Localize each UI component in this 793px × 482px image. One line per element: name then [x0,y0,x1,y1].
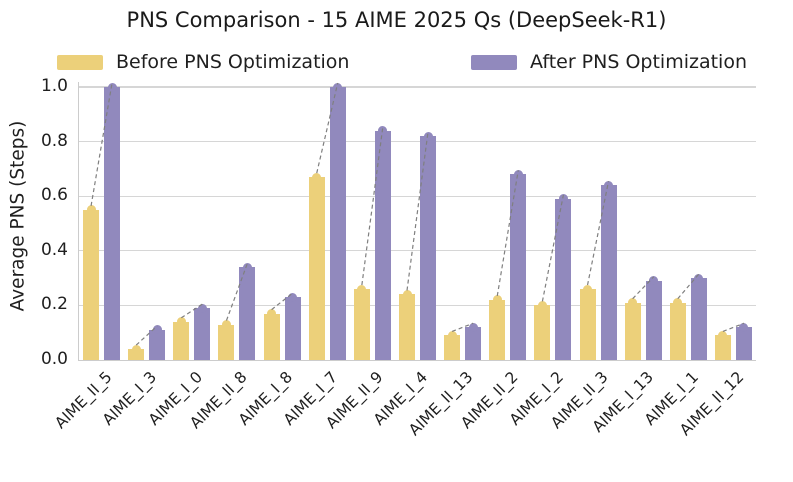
bar-after-AIME_I_1 [690,273,707,360]
bar-after-AIME_I_8 [284,292,301,360]
legend-item-after: After PNS Optimization [471,51,747,73]
bar-top-marker [604,180,614,190]
bar-before-AIME_I_7 [308,172,325,360]
bar-before-AIME_I_13 [624,298,641,360]
y-tick-label: 0.4 [40,239,68,260]
legend: Before PNS Optimization After PNS Optimi… [57,51,747,73]
gridline [79,250,756,252]
connector-lines [90,82,745,346]
connector-AIME_I_7 [316,82,339,174]
gridline [79,195,756,197]
connector-AIME_II_2 [496,170,519,297]
bar-top-marker [628,298,638,308]
connector-AIME_II_12 [722,322,745,332]
legend-label-after: After PNS Optimization [530,51,747,73]
connector-AIME_I_1 [677,273,700,300]
connector-AIME_I_4 [406,132,429,291]
connector-AIME_II_3 [586,181,610,286]
bar-before-AIME_I_8 [263,309,280,360]
bar-top-marker [242,262,252,272]
y-tick-label: 0.0 [40,349,68,369]
bar-before-AIME_I_1 [669,298,686,360]
connector-AIME_I_8 [271,292,293,311]
bar-before-AIME_I_4 [399,289,415,360]
connector-AIME_I_3 [135,325,158,346]
gridline [79,304,756,307]
bar-top-marker [468,322,478,332]
bar-after-AIME_I_0 [194,303,211,360]
plot-area [78,82,756,361]
connector-AIME_II_9 [361,126,384,286]
bar-top-marker [312,172,322,182]
bar-before-AIME_II_2 [489,295,506,360]
chart-title: PNS Comparison - 15 AIME 2025 Qs (DeepSe… [126,8,667,32]
bar-after-AIME_II_3 [600,180,617,360]
gridline [79,86,756,88]
legend-item-before: Before PNS Optimization [57,51,349,73]
bar-before-AIME_I_3 [128,344,145,360]
bar-top-marker [583,284,593,294]
bar-top-marker [267,309,277,319]
bar-top-marker [86,205,96,215]
bar-top-marker [333,82,343,92]
bar-before-AIME_II_5 [83,205,100,360]
bar-top-marker [694,273,704,283]
connector-AIME_II_5 [90,82,113,206]
bar-top-marker [673,298,683,308]
connector-AIME_I_13 [632,276,655,300]
bar-top-marker [152,325,162,335]
gridline [79,140,756,143]
bar-before-AIME_II_13 [444,330,461,360]
bar-top-marker [221,320,231,330]
legend-swatch-before [57,54,103,70]
legend-swatch-after [471,54,518,70]
legend-label-before: Before PNS Optimization [116,51,350,73]
bar-top-marker [537,300,547,310]
bar-top-marker [718,330,728,340]
bar-top-marker [492,295,502,305]
bar-after-AIME_I_2 [555,194,572,360]
bar-after-AIME_II_12 [735,322,752,360]
connector-AIME_I_0 [181,303,203,319]
y-tick-label: 0.8 [40,130,68,151]
bar-after-AIME_II_5 [104,82,121,360]
bar-after-AIME_II_2 [510,169,527,360]
bar-top-marker [107,82,117,92]
bar-top-marker [131,344,141,354]
bar-after-AIME_II_13 [465,322,482,360]
bar-after-AIME_II_8 [239,262,256,360]
bar-top-marker [402,289,412,299]
bar-before-AIME_I_2 [534,300,551,360]
y-tick-label: 1.0 [40,76,68,96]
bar-after-AIME_I_3 [149,325,166,360]
bar-before-AIME_II_12 [714,330,731,360]
bar-before-AIME_II_8 [218,320,235,360]
y-tick-label: 0.2 [40,294,68,315]
connector-AIME_I_2 [541,194,564,302]
bar-top-marker [558,194,568,204]
bar-top-marker [197,303,207,313]
bar-top-marker [447,330,457,340]
bar-after-AIME_I_7 [329,82,346,360]
bar-top-marker [357,284,367,294]
bar-after-AIME_I_13 [645,276,662,360]
bar-top-marker [649,276,659,286]
bar-top-marker [288,292,298,302]
connector-AIME_II_8 [225,262,249,321]
bar-top-marker [513,169,523,179]
bar-before-AIME_I_0 [173,317,190,360]
y-tick-label: 0.6 [40,185,68,206]
bar-top-marker [739,322,749,332]
bar-before-AIME_II_9 [353,284,370,360]
bar-top-marker [176,317,186,327]
connector-AIME_II_13 [451,322,474,332]
bar-before-AIME_II_3 [579,284,596,360]
